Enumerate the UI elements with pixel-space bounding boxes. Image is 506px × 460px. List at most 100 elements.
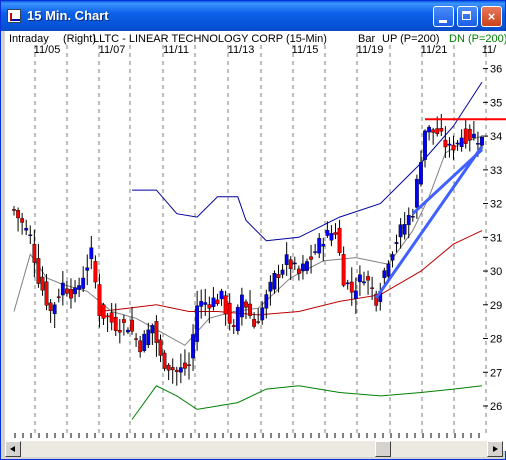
title-bar[interactable]: 15 Min. Chart × (1, 1, 505, 31)
price-bar (410, 208, 415, 222)
drawn-annotations (374, 118, 506, 299)
price-bar (113, 303, 118, 336)
maximize-button[interactable] (457, 6, 478, 27)
price-bar (178, 353, 183, 384)
price-bar (451, 135, 456, 160)
close-button[interactable]: × (481, 6, 502, 27)
price-bar (207, 296, 212, 324)
price-bar (195, 290, 200, 351)
y-tick-label: 26 (490, 401, 502, 413)
price-bar (203, 288, 208, 316)
price-bar (56, 288, 61, 303)
price-bar (126, 327, 130, 335)
chart-style-label: Bar (358, 33, 375, 45)
price-bar (69, 278, 73, 309)
price-bar (459, 129, 464, 152)
price-bar (321, 237, 326, 262)
price-bar (239, 287, 244, 326)
price-bar (130, 306, 134, 335)
price-bar (109, 303, 114, 331)
price-bar (337, 219, 342, 256)
chart-canvas[interactable]: Intraday (Right) LLTC - LINEAR TECHNOLOG… (5, 31, 506, 441)
indicator-overlays (13, 81, 483, 420)
scroll-right-arrow-icon[interactable] (487, 441, 503, 457)
trendline (411, 148, 484, 215)
price-bar (341, 246, 346, 288)
price-bar (358, 265, 362, 296)
price-bar (36, 243, 41, 288)
scroll-left-arrow-icon[interactable] (5, 441, 21, 457)
price-bar (292, 256, 297, 270)
price-bar (378, 282, 383, 311)
price-bar (305, 258, 309, 275)
horizontal-scrollbar[interactable] (5, 441, 503, 457)
price-bar (219, 288, 224, 306)
grid-lines (14, 45, 487, 438)
x-tick-label: 11/21 (421, 44, 448, 56)
price-bar (248, 290, 252, 319)
y-tick-label: 31 (490, 232, 502, 244)
price-bar (447, 137, 452, 158)
price-bar (467, 124, 472, 152)
y-axis-labels: 36 35 34 33 32 31 30 29 28 27 26 (483, 64, 502, 413)
x-tick-label: 11/15 (292, 44, 319, 56)
x-tick-label: 11/07 (99, 44, 126, 56)
price-bar (419, 150, 423, 187)
price-bar (423, 129, 427, 168)
price-bar (93, 255, 98, 289)
price-bar (162, 350, 167, 372)
price-bar (117, 319, 122, 344)
price-bar (231, 319, 236, 335)
price-bar (268, 275, 273, 306)
scroll-thumb[interactable] (375, 441, 391, 457)
price-bar (329, 225, 334, 247)
price-bar (227, 293, 232, 331)
x-tick-label: 11/ (482, 44, 497, 56)
y-tick-label: 33 (490, 165, 502, 177)
price-bar (325, 221, 330, 238)
price-bar (134, 333, 138, 347)
price-bar (366, 270, 370, 295)
symbol-label: LLTC - LINEAR TECHNOLOGY CORP (15-Min) (93, 33, 327, 45)
y-tick-label: 30 (490, 266, 502, 278)
price-bar (402, 212, 407, 240)
price-bar (73, 280, 77, 303)
price-bar (223, 290, 228, 326)
y-tick-label: 35 (490, 97, 502, 109)
price-bar (382, 267, 387, 285)
price-bar (443, 126, 448, 158)
up-band-label: UP (P=200) (382, 33, 440, 45)
price-bar (81, 266, 86, 293)
price-bar (85, 254, 90, 286)
y-tick-label: 29 (490, 300, 502, 312)
minimize-button[interactable] (433, 6, 454, 27)
price-bar (427, 124, 432, 141)
price-bar (138, 335, 143, 358)
price-bar (260, 301, 265, 325)
price-bar (301, 255, 305, 280)
price-chart[interactable]: Intraday (Right) LLTC - LINEAR TECHNOLOG… (5, 31, 506, 451)
y-tick-label: 34 (490, 131, 502, 143)
price-bar (276, 264, 281, 293)
price-bar (353, 277, 358, 314)
price-bar (455, 140, 460, 151)
price-bar (309, 244, 313, 274)
price-bar (439, 113, 444, 137)
price-bar (121, 314, 126, 336)
price-bar (280, 263, 285, 279)
price-bar (170, 358, 175, 384)
lower-band-line (131, 385, 483, 420)
price-bar (284, 242, 289, 276)
price-bar (183, 349, 187, 376)
chart-app-icon[interactable] (7, 9, 21, 23)
price-bar (20, 212, 25, 235)
price-bar (52, 302, 57, 329)
price-bar (235, 304, 240, 335)
price-bar (187, 352, 191, 380)
down-band-label: DN (P=200) (449, 33, 506, 45)
price-bar (370, 276, 375, 300)
price-bar (158, 334, 163, 363)
price-bar (89, 235, 94, 270)
y-tick-label: 27 (490, 367, 502, 379)
